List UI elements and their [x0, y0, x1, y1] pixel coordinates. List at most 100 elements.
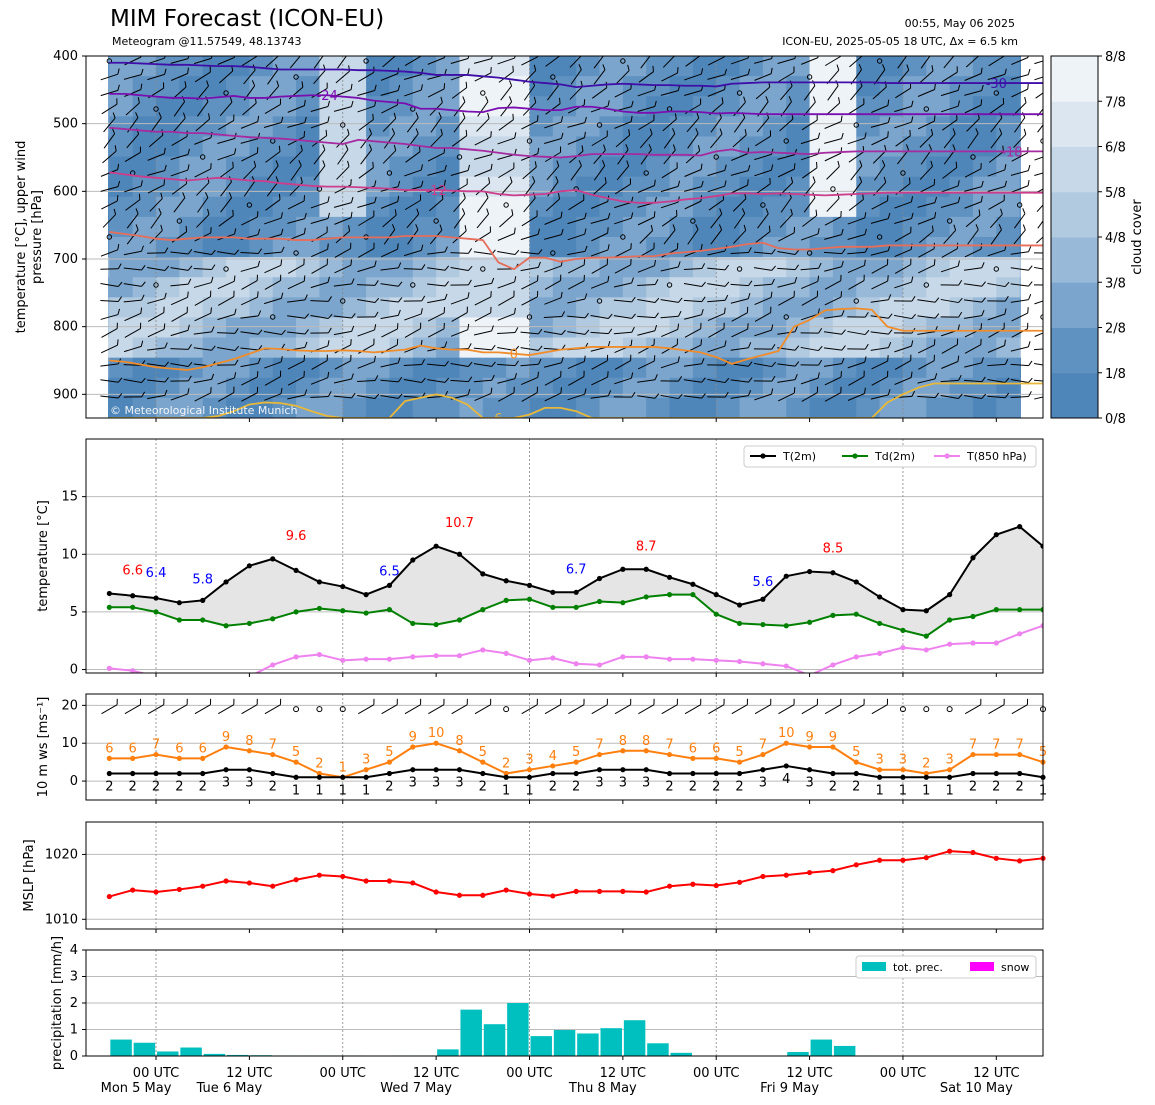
y-tick-label: 500 — [53, 117, 78, 132]
wind-barb — [731, 323, 749, 338]
td2m-point — [596, 598, 603, 605]
wind-barb — [707, 377, 730, 384]
min-temp-label: 5.8 — [192, 573, 213, 588]
wind-barb — [170, 164, 190, 177]
t2m-point — [830, 570, 836, 576]
wind-barb — [403, 377, 426, 383]
cloud-cover-cell — [902, 116, 928, 138]
td2m-point — [550, 604, 556, 610]
wind-barb — [195, 113, 211, 132]
wind-gust-point — [666, 751, 673, 758]
cloud-cover-cell — [179, 96, 204, 118]
t850-point — [270, 662, 276, 668]
cloud-cover-cell — [926, 357, 951, 379]
cloud-cover-cell — [296, 56, 321, 78]
wind-barb — [1011, 179, 1030, 193]
wind-barb — [964, 67, 983, 81]
wind-barb — [123, 377, 146, 384]
wind-barb — [147, 247, 169, 254]
t850-point — [1017, 631, 1023, 637]
isotherm-label: 6 — [494, 412, 502, 427]
cloud-cover-cell — [972, 357, 998, 379]
td2m-point — [970, 613, 976, 620]
cloud-cover-cell — [109, 96, 134, 118]
mslp-point — [386, 878, 393, 884]
wind-barb — [545, 97, 561, 115]
cloud-cover-cell — [179, 76, 204, 98]
surface-wind-barb — [264, 698, 282, 715]
wind-barb — [123, 68, 144, 80]
wind-barb — [823, 345, 846, 351]
wind-barb — [638, 65, 654, 83]
cloud-cover-cell — [599, 156, 624, 178]
wind-barb — [450, 292, 470, 305]
surface-calm-marker — [503, 706, 510, 713]
x-tick-label: 00 UTC — [506, 1066, 552, 1081]
wind-calm-marker — [176, 218, 183, 224]
cloud-cover-cell — [902, 216, 928, 238]
wind-barb — [265, 193, 281, 211]
cloud-cover-cell — [996, 397, 1021, 418]
wind-barb — [521, 56, 539, 66]
cloud-cover-cell — [669, 196, 694, 218]
wind-barb — [217, 56, 236, 65]
y-tick-label: 10 — [61, 736, 78, 751]
td2m-point — [853, 611, 859, 617]
cloud-cover-cell — [319, 377, 344, 399]
precip-bar — [483, 1024, 506, 1056]
cloud-cover-cell — [156, 96, 181, 118]
wind-mean-label: 2 — [385, 780, 393, 795]
cloud-cover-cell — [576, 257, 601, 279]
cloud-cover-cell — [342, 237, 368, 259]
wind-barb — [917, 339, 936, 354]
wind-mean-point — [106, 770, 112, 777]
surface-wind-barb — [404, 698, 422, 715]
wind-barb — [847, 132, 867, 145]
wind-gust-label: 8 — [642, 734, 650, 749]
cloud-cover-cell — [156, 397, 181, 418]
cloud-cover-cell — [972, 317, 998, 339]
wind-barb — [523, 176, 536, 197]
cloud-cover-cell — [296, 257, 321, 279]
wind-barb — [290, 160, 302, 181]
cloud-cover-cell — [202, 237, 228, 259]
wind-barb — [964, 357, 984, 368]
wind-barb — [990, 224, 1002, 245]
wind-gust-point — [970, 751, 976, 758]
isotherm-line — [109, 307, 1043, 371]
wind-barb — [569, 80, 583, 100]
cloud-cover-cell — [646, 56, 671, 78]
wind-barb — [613, 326, 635, 335]
cloud-cover-cell — [716, 377, 741, 399]
cloud-cover-cell — [436, 237, 461, 259]
wind-barb — [380, 393, 403, 399]
wind-mean-point — [456, 767, 463, 773]
mslp-point — [900, 857, 906, 863]
cloud-cover-cell — [902, 297, 928, 319]
x-day-label: Tue 6 May — [196, 1081, 263, 1096]
cloud-cover-cell — [692, 397, 718, 418]
wind-barb — [473, 325, 494, 336]
cloud-cover-cell — [996, 216, 1021, 238]
wind-barb — [123, 281, 146, 287]
cloud-cover-cell — [109, 76, 134, 98]
cloud-cover-cell — [226, 337, 251, 359]
wind-gust-point — [620, 748, 626, 754]
wind-barb — [1012, 96, 1027, 116]
td2m-point — [270, 616, 276, 622]
cloud-cover-cell — [342, 76, 368, 98]
wind-barb — [520, 249, 543, 255]
cloud-cover-cell — [202, 257, 228, 279]
wind-mean-label: 1 — [339, 783, 347, 798]
wind-barb — [894, 340, 914, 353]
wind-barb — [101, 195, 119, 210]
wind-calm-marker — [223, 90, 229, 96]
wind-barb — [241, 56, 258, 67]
wind-barb — [520, 261, 541, 272]
t2m-point — [993, 532, 999, 538]
cloud-cover-cell — [996, 196, 1021, 218]
wind-barb — [219, 96, 233, 117]
cloud-cover-cell — [202, 357, 228, 379]
wind-barb — [940, 297, 963, 304]
isotherm-label: -6 — [0, 0, 6, 4]
